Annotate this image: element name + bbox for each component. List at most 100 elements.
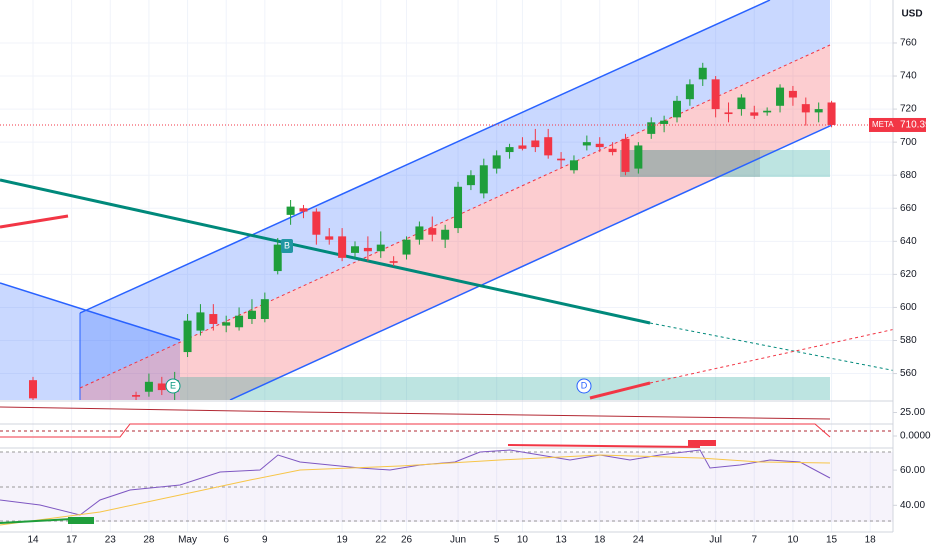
- candle-body: [338, 236, 347, 258]
- candle-body: [582, 142, 591, 146]
- y-tick-label: 60.00: [900, 465, 925, 476]
- candle-body: [235, 315, 244, 328]
- candle-body: [518, 145, 527, 149]
- candle-body: [763, 110, 772, 113]
- event-markers: B E D: [165, 239, 592, 394]
- candle-body: [415, 226, 424, 240]
- candle-body: [544, 137, 553, 156]
- y-tick-label: 760: [900, 38, 917, 49]
- candle-body: [711, 79, 720, 110]
- y-tick-label: 560: [900, 368, 917, 379]
- y-tick-label: 680: [900, 170, 917, 181]
- candle-body: [750, 112, 759, 116]
- x-tick-label: 14: [27, 535, 39, 546]
- grid: [0, 0, 893, 532]
- currency: USD: [901, 9, 922, 20]
- x-tick-label: 18: [865, 535, 877, 546]
- y-tick-label: 0.0000: [900, 431, 931, 442]
- candle-body: [466, 175, 475, 186]
- x-tick-label: Jun: [450, 535, 466, 546]
- candle-body: [325, 236, 334, 240]
- x-tick-label: 28: [143, 535, 155, 546]
- y-tick-label: 700: [900, 137, 917, 148]
- event-label: B: [284, 240, 290, 250]
- candle-body: [788, 90, 797, 98]
- x-tick-label: Jul: [709, 535, 722, 546]
- y-tick-label: 720: [900, 104, 917, 115]
- x-tick-label: 13: [556, 535, 568, 546]
- x-tick-label: 17: [66, 535, 78, 546]
- candle-body: [634, 145, 643, 169]
- x-tick-label: May: [178, 535, 197, 546]
- candle-body: [492, 155, 501, 169]
- y-tick-label: 580: [900, 335, 917, 346]
- candle-body: [389, 261, 398, 263]
- candle-body: [29, 380, 37, 399]
- x-tick-label: 22: [375, 535, 387, 546]
- candle-body: [827, 102, 836, 125]
- candle-body: [776, 87, 785, 106]
- y-tick-label: 620: [900, 269, 917, 280]
- candles: [29, 62, 836, 400]
- y-tick-label: 25.00: [900, 407, 925, 418]
- x-tick-label: 15: [826, 535, 838, 546]
- indicator-panes: [0, 400, 893, 526]
- x-tick-label: 9: [262, 535, 268, 546]
- y-tick-label: 600: [900, 302, 917, 313]
- y-tick-label: 740: [900, 71, 917, 82]
- candle-body: [402, 239, 411, 255]
- candle-body: [698, 67, 707, 80]
- candle-body: [209, 314, 218, 324]
- candle-body: [286, 206, 295, 215]
- candle-body: [505, 147, 514, 153]
- y-tick-label: 40.00: [900, 500, 925, 511]
- candle-body: [260, 299, 269, 320]
- candle-body: [273, 244, 282, 272]
- x-tick-label: 6: [223, 535, 229, 546]
- candle-body: [557, 158, 566, 161]
- candle-body: [441, 229, 450, 240]
- symbol-label: META: [872, 120, 894, 129]
- candle-body: [685, 84, 694, 100]
- candle-body: [222, 322, 231, 326]
- x-tick-label: 5: [494, 535, 500, 546]
- last-price-label: 710.39: [900, 120, 931, 131]
- candle-body: [196, 312, 205, 331]
- candle-body: [660, 120, 669, 124]
- x-tick-label: 26: [401, 535, 413, 546]
- candle-body: [428, 228, 437, 235]
- candle-body: [351, 246, 359, 253]
- candle-body: [621, 138, 630, 172]
- candle-body: [144, 381, 153, 392]
- candle-body: [647, 122, 656, 134]
- x-tick-label: 18: [594, 535, 606, 546]
- candle-body: [183, 320, 192, 353]
- candle-body: [801, 104, 810, 113]
- candle-body: [595, 143, 604, 148]
- candle-body: [299, 208, 308, 212]
- x-tick-label: 7: [751, 535, 757, 546]
- candle-body: [479, 165, 488, 194]
- event-label: E: [170, 380, 176, 390]
- candle-body: [531, 140, 540, 148]
- x-tick-label: 10: [517, 535, 529, 546]
- price-tag: [869, 117, 926, 132]
- candle-body: [814, 109, 823, 113]
- candle-body: [132, 395, 141, 397]
- candle-body: [157, 383, 166, 391]
- x-tick-label: 24: [633, 535, 645, 546]
- candle-body: [454, 186, 463, 229]
- candle-body: [569, 160, 578, 171]
- candle-body: [363, 247, 372, 252]
- x-tick-label: 23: [105, 535, 117, 546]
- candle-body: [673, 100, 681, 118]
- y-tick-label: 660: [900, 203, 917, 214]
- x-tick-label: 10: [787, 535, 799, 546]
- candle-body: [737, 97, 746, 110]
- candle-body: [724, 112, 733, 115]
- candle-body: [312, 211, 321, 235]
- candle-body: [608, 148, 617, 153]
- event-label: D: [581, 380, 588, 390]
